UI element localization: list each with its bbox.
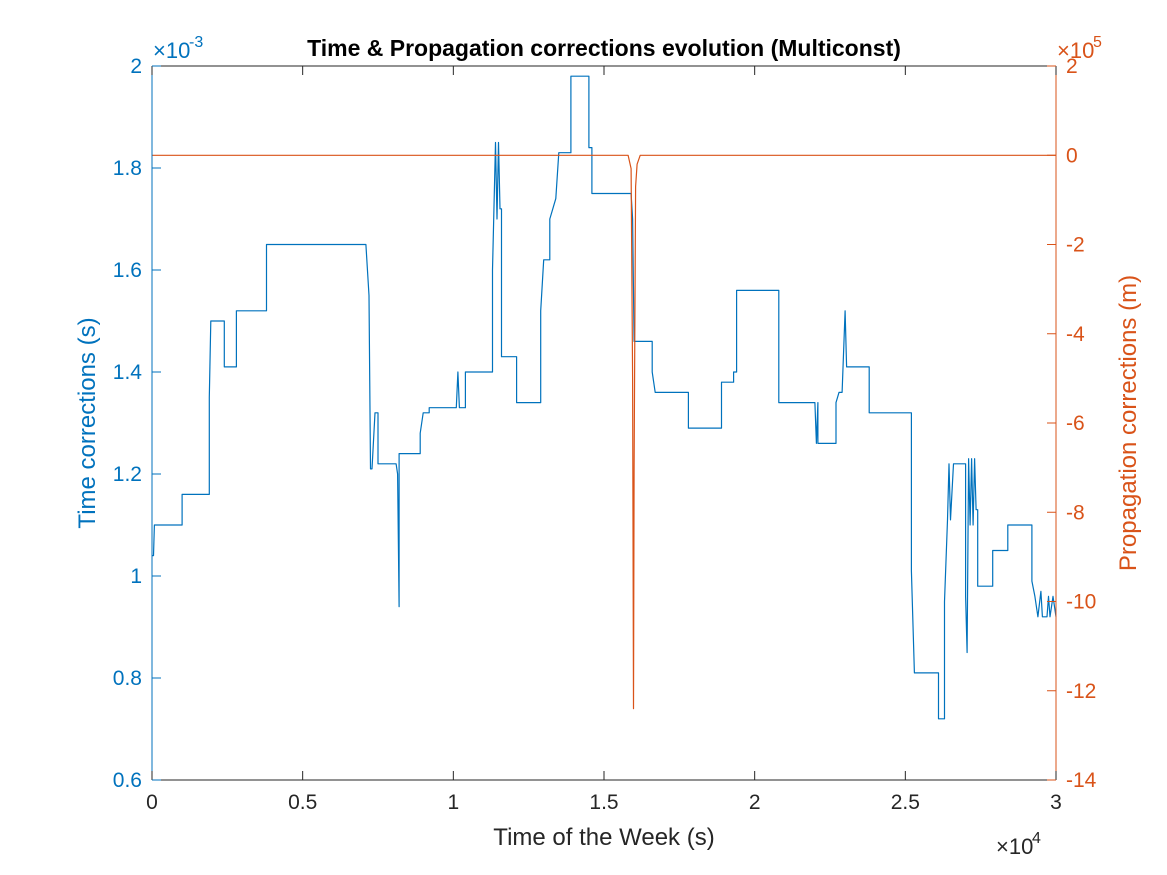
y-left-tick-label: 1 — [130, 565, 142, 588]
y-right-tick-label: -14 — [1066, 769, 1097, 792]
x-tick-label: 2.5 — [891, 791, 920, 814]
y-left-tick-label: 1.2 — [113, 463, 142, 486]
y-right-tick-label: -8 — [1066, 501, 1085, 524]
y-right-axis-label: Propagation corrections (m) — [1115, 275, 1142, 571]
y-left-tick-label: 0.6 — [113, 769, 142, 792]
y-right-tick-label: -4 — [1066, 323, 1085, 346]
x-tick-label: 3 — [1050, 791, 1062, 814]
y-right-ticks: -14 -12 -10 -8 -6 -4 -2 0 2 — [1047, 55, 1097, 792]
series-layer — [152, 75, 1057, 720]
y-left-tick-label: 1.8 — [113, 157, 142, 180]
x-tick-label: 0.5 — [288, 791, 317, 814]
y-right-tick-label: -10 — [1066, 591, 1096, 614]
y-left-axis-exponent: ×10 -3 — [153, 34, 203, 63]
chart-title: Time & Propagation corrections evolution… — [307, 35, 901, 61]
y-right-axis-exponent: ×10 5 — [1057, 34, 1102, 63]
x-tick-label: 1 — [447, 791, 459, 814]
x-tick-label: 0 — [146, 791, 158, 814]
y-right-exponent-power: 5 — [1093, 34, 1102, 51]
y-left-exponent-power: -3 — [189, 34, 203, 51]
y-right-tick-label: 0 — [1066, 144, 1078, 167]
y-left-exponent-base: ×10 — [153, 38, 190, 63]
x-exponent-power: 4 — [1032, 830, 1041, 847]
y-right-tick-label: 2 — [1066, 55, 1078, 78]
x-exponent-base: ×10 — [996, 834, 1033, 859]
y-right-exponent-base: ×10 — [1057, 38, 1094, 63]
y-left-ticks: 0.6 0.8 1 1.2 1.4 1.6 1.8 2 — [113, 55, 161, 792]
x-axis-exponent: ×10 4 — [996, 830, 1041, 859]
y-right-tick-label: -12 — [1066, 680, 1096, 703]
plot-area — [152, 66, 1056, 780]
x-tick-label: 2 — [749, 791, 761, 814]
y-right-tick-label: -6 — [1066, 412, 1085, 435]
series-0-line — [152, 75, 1057, 720]
y-left-tick-label: 2 — [130, 55, 142, 78]
y-right-tick-label: -2 — [1066, 234, 1085, 257]
series-1-line — [152, 154, 1056, 710]
y-left-tick-label: 0.8 — [113, 667, 142, 690]
y-left-tick-label: 1.4 — [113, 361, 143, 384]
y-left-tick-label: 1.6 — [113, 259, 142, 282]
x-ticks: 0 0.5 1 1.5 2 2.5 3 — [146, 66, 1062, 814]
x-axis-label: Time of the Week (s) — [493, 824, 714, 851]
x-tick-label: 1.5 — [589, 791, 618, 814]
y-left-axis-label: Time corrections (s) — [74, 317, 101, 528]
